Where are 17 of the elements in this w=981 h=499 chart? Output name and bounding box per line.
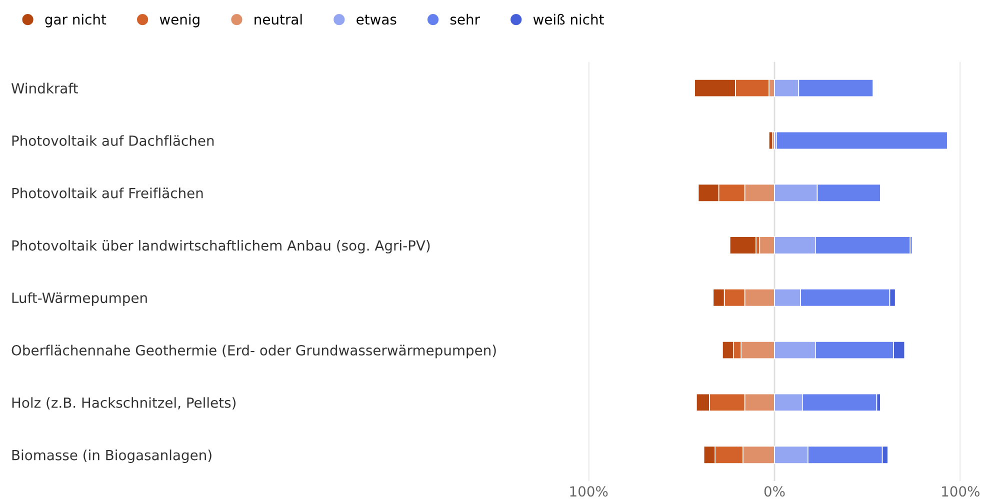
y-tick-label: Photovoltaik auf Freiflächen (12, 188, 203, 198)
legend-label: gar nicht (45, 14, 106, 28)
y-tick-label: Biomasse (in Biogasanlagen) (12, 450, 212, 464)
legend-label: sehr (450, 14, 480, 25)
x-tick-label: 100% (942, 486, 980, 497)
y-tick-label: Holz (z.B. Hackschnitzel, Pellets) (12, 397, 236, 410)
x-tick-label: 0% (764, 486, 785, 497)
legend-label: neutral (254, 14, 302, 25)
y-tick-label: Oberflächennahe Geothermie (Erd- oder Grundwasserwärmepumpen) (12, 344, 496, 358)
y-tick-label: Photovoltaik auf Dachflächen (12, 135, 214, 146)
legend-label: etwas (356, 14, 396, 25)
x-tick-label: 100% (570, 486, 608, 497)
y-tick-label: Windkraft (11, 82, 78, 94)
y-tick-label: Luft-Wärmepumpen (12, 292, 147, 306)
legend-label: wenig (160, 14, 200, 28)
y-tick-label: Photovoltaik über landwirtschaftlichem Anbau (sog. Agri-PV) (12, 240, 430, 254)
legend-label: weiß nicht (533, 14, 604, 25)
